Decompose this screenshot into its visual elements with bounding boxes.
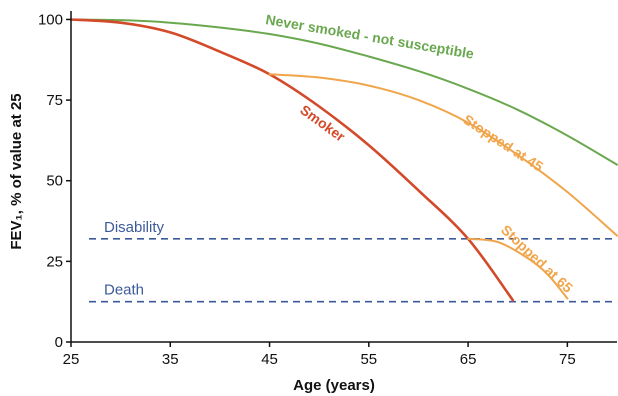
x-axis-ticks: 25 35 45 55 65 75 [63,342,576,368]
y-tick-label: 0 [55,334,63,351]
x-tick-label: 75 [559,351,576,368]
series-label: Never smoked - not susceptible [265,11,476,62]
plot-area: Disability Death Never smoked - not suscep… [69,11,618,303]
y-tick-label: 25 [46,253,63,270]
series-line [70,18,618,166]
y-tick-label: 50 [46,173,63,190]
x-axis-title: Age (years) [293,377,375,394]
reference-line-label: Disability [104,219,165,236]
series-line [69,18,515,302]
x-tick-label: 45 [261,351,278,368]
series-label: Stopped at 65 [498,221,576,295]
series-line [467,237,569,300]
reference-line-label: Death [104,282,144,299]
x-tick-label: 65 [460,351,477,368]
y-axis-title: FEV₁, % of value at 25 [8,93,25,249]
x-tick-label: 35 [162,351,179,368]
x-tick-label: 55 [360,351,377,368]
x-tick-label: 25 [63,351,80,368]
y-tick-label: 75 [46,92,63,109]
series-label: Stopped at 45 [460,111,546,175]
y-axis-ticks: 0 25 50 75 100 [38,11,71,351]
series-line [268,73,618,237]
y-tick-label: 100 [38,11,63,28]
